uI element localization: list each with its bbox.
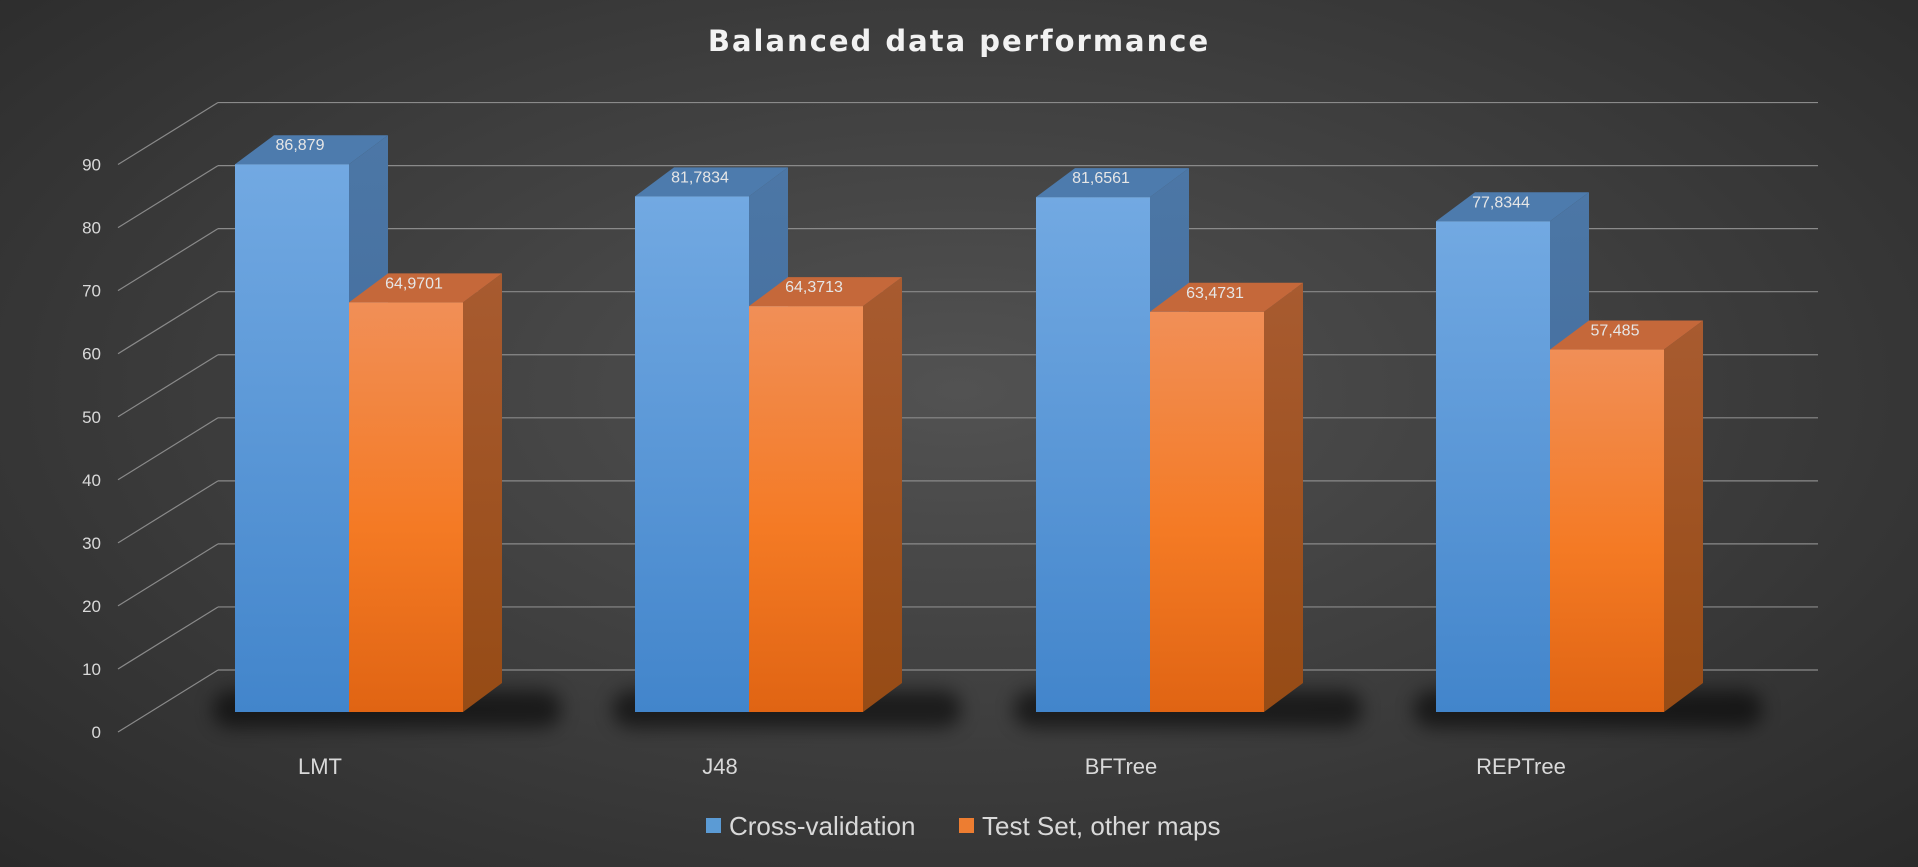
bar <box>635 196 749 713</box>
y-tick-label: 10 <box>82 660 101 679</box>
bar-side <box>863 277 902 712</box>
data-labels: 86,879 64,9701 81,7834 64,3713 81,6561 63,473… <box>276 137 1640 339</box>
data-label: 64,3713 <box>785 279 843 296</box>
y-tick-label: 20 <box>82 597 101 616</box>
y-tick-label: 40 <box>82 471 101 490</box>
bar <box>235 164 349 712</box>
bar-top <box>1036 168 1189 198</box>
chart-title: Balanced data performance <box>708 24 1210 58</box>
x-axis: LMT J48 BFTree REPTree <box>298 754 1566 779</box>
bars <box>235 135 1703 713</box>
bar <box>749 306 863 712</box>
gridline-diagonal <box>117 291 219 355</box>
y-tick-label: 60 <box>82 345 101 364</box>
y-tick-label: 70 <box>82 282 101 301</box>
y-tick-label: 90 <box>82 156 101 175</box>
gridline-diagonal <box>117 480 219 544</box>
gridline-diagonal <box>117 606 219 670</box>
y-tick-label: 0 <box>92 723 101 742</box>
x-tick-label: LMT <box>298 754 342 779</box>
bar <box>349 302 463 712</box>
data-label: 77,8344 <box>1472 194 1530 211</box>
bar-top <box>235 135 388 165</box>
legend-swatch-test-set <box>959 818 974 833</box>
bar-top <box>635 167 788 197</box>
x-tick-label: REPTree <box>1476 754 1566 779</box>
bar-top <box>749 277 902 307</box>
gridline-diagonal <box>117 669 219 733</box>
y-tick-label: 50 <box>82 408 101 427</box>
gridline-diagonal <box>117 102 219 166</box>
y-axis: 0 10 20 30 40 50 60 70 80 90 <box>82 156 101 742</box>
x-tick-label: BFTree <box>1085 754 1158 779</box>
y-tick-label: 80 <box>82 219 101 238</box>
data-label: 81,6561 <box>1072 170 1130 187</box>
gridline-diagonal <box>117 417 219 481</box>
y-tick-label: 30 <box>82 534 101 553</box>
bar-side <box>1664 320 1703 712</box>
gridline-diagonal <box>117 354 219 418</box>
data-label: 64,9701 <box>385 275 443 292</box>
bar-side <box>1264 282 1303 712</box>
data-label: 86,879 <box>276 137 325 154</box>
x-tick-label: J48 <box>702 754 737 779</box>
bar <box>1436 221 1550 713</box>
data-label: 63,4731 <box>1186 285 1244 302</box>
bar <box>1036 197 1150 712</box>
legend-label-test-set: Test Set, other maps <box>982 811 1220 841</box>
gridline-diagonal <box>117 228 219 292</box>
bar-top <box>1150 282 1303 312</box>
gridline-diagonal <box>117 543 219 607</box>
legend-swatch-cross-validation <box>706 818 721 833</box>
legend-label-cross-validation: Cross-validation <box>729 811 915 841</box>
bar-top <box>1436 192 1589 222</box>
gridline-diagonal <box>117 165 219 229</box>
bar-top <box>349 273 502 303</box>
data-label: 81,7834 <box>671 169 729 186</box>
bar-top <box>1550 320 1703 350</box>
data-label: 57,485 <box>1591 323 1640 340</box>
legend: Cross-validation Test Set, other maps <box>706 811 1220 841</box>
bar <box>1150 311 1264 712</box>
bar-side <box>463 273 502 712</box>
bar <box>1550 349 1664 712</box>
